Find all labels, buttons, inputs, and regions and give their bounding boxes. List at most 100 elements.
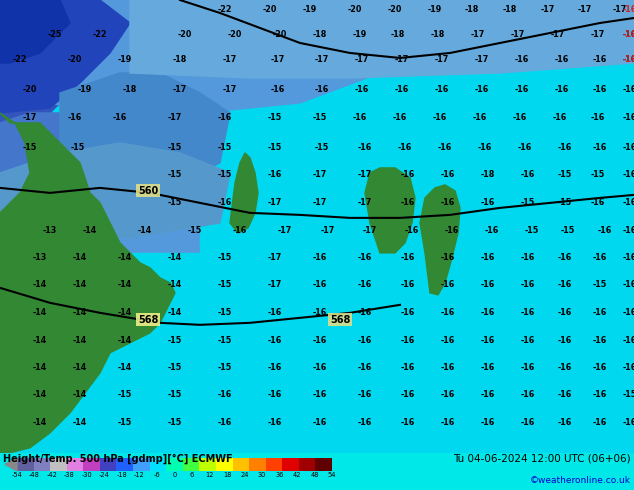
Text: -14: -14 (33, 336, 47, 345)
Text: -16: -16 (268, 336, 282, 345)
Polygon shape (420, 185, 460, 295)
Bar (216, 458, 233, 471)
Text: -16: -16 (315, 85, 329, 95)
Text: -16: -16 (558, 308, 572, 318)
Text: -16: -16 (481, 363, 495, 372)
Text: -15: -15 (593, 280, 607, 290)
Text: -15: -15 (218, 144, 232, 152)
Text: -15: -15 (218, 253, 232, 262)
Bar (50, 458, 67, 471)
Bar (100, 458, 117, 471)
Text: -16: -16 (218, 418, 232, 427)
Text: -14: -14 (83, 226, 97, 235)
Text: -16: -16 (353, 114, 367, 122)
Text: -17: -17 (435, 55, 449, 65)
Text: -16: -16 (553, 114, 567, 122)
Text: -20: -20 (68, 55, 82, 65)
Text: -17: -17 (23, 114, 37, 122)
Text: -16: -16 (478, 144, 492, 152)
Text: -16: -16 (358, 253, 372, 262)
Text: -16: -16 (441, 363, 455, 372)
Text: -16: -16 (401, 391, 415, 399)
Text: -15: -15 (118, 418, 132, 427)
Text: -14: -14 (73, 391, 87, 399)
Text: -17: -17 (395, 55, 409, 65)
Text: -16: -16 (438, 144, 452, 152)
Text: -16: -16 (401, 171, 415, 179)
Text: -15: -15 (168, 363, 182, 372)
Text: -16: -16 (313, 253, 327, 262)
Text: 24: 24 (240, 472, 249, 478)
Text: -16: -16 (401, 253, 415, 262)
Text: -19: -19 (428, 5, 442, 15)
Bar (316, 458, 332, 471)
Text: -16: -16 (518, 144, 532, 152)
Text: -14: -14 (118, 363, 132, 372)
Text: -16: -16 (521, 308, 535, 318)
Polygon shape (0, 0, 30, 53)
Text: -15: -15 (118, 391, 132, 399)
Text: -15: -15 (313, 114, 327, 122)
Text: -16: -16 (591, 114, 605, 122)
Text: -16: -16 (623, 308, 634, 318)
Text: -16: -16 (358, 391, 372, 399)
Text: -16: -16 (593, 253, 607, 262)
Text: -16: -16 (593, 391, 607, 399)
Polygon shape (0, 0, 130, 113)
Text: -17: -17 (358, 171, 372, 179)
Text: -20: -20 (348, 5, 362, 15)
Text: Height/Temp. 500 hPa [gdmp][°C] ECMWF: Height/Temp. 500 hPa [gdmp][°C] ECMWF (3, 454, 233, 464)
Text: -14: -14 (168, 280, 182, 290)
Polygon shape (0, 13, 100, 143)
Text: -17: -17 (363, 226, 377, 235)
Text: -16: -16 (441, 391, 455, 399)
Text: -20: -20 (263, 5, 277, 15)
Text: -15: -15 (218, 336, 232, 345)
Text: -16: -16 (401, 418, 415, 427)
Text: -16: -16 (481, 418, 495, 427)
Text: -16: -16 (558, 144, 572, 152)
Text: -15: -15 (623, 391, 634, 399)
Polygon shape (60, 73, 230, 198)
Text: -16: -16 (623, 418, 634, 427)
Text: -16: -16 (441, 253, 455, 262)
Text: -20: -20 (388, 5, 402, 15)
Text: -14: -14 (168, 308, 182, 318)
Text: -16: -16 (521, 363, 535, 372)
Text: -16: -16 (441, 171, 455, 179)
Text: -16: -16 (271, 85, 285, 95)
Polygon shape (40, 0, 400, 113)
Text: 42: 42 (293, 472, 301, 478)
Text: -17: -17 (315, 55, 329, 65)
Text: -16: -16 (513, 114, 527, 122)
Text: -16: -16 (435, 85, 449, 95)
Polygon shape (130, 0, 634, 78)
Polygon shape (0, 0, 90, 83)
Text: -16: -16 (623, 144, 634, 152)
Text: -16: -16 (521, 418, 535, 427)
Text: -14: -14 (118, 253, 132, 262)
Text: -14: -14 (33, 308, 47, 318)
Text: -16: -16 (313, 363, 327, 372)
Polygon shape (0, 113, 175, 453)
Text: -18: -18 (173, 55, 187, 65)
Polygon shape (0, 143, 230, 238)
Text: -18: -18 (465, 5, 479, 15)
Text: -19: -19 (118, 55, 132, 65)
Text: -16: -16 (268, 363, 282, 372)
Text: -17: -17 (475, 55, 489, 65)
Text: -16: -16 (598, 226, 612, 235)
Text: -15: -15 (521, 198, 535, 207)
Text: -14: -14 (33, 391, 47, 399)
Text: -15: -15 (558, 171, 572, 179)
Text: -16: -16 (233, 226, 247, 235)
Text: ©weatheronline.co.uk: ©weatheronline.co.uk (530, 476, 631, 485)
Text: -14: -14 (73, 336, 87, 345)
Text: -16: -16 (313, 280, 327, 290)
Text: -14: -14 (33, 280, 47, 290)
Text: -15: -15 (525, 226, 539, 235)
Text: -16: -16 (268, 391, 282, 399)
Polygon shape (230, 153, 258, 233)
Text: -15: -15 (315, 144, 329, 152)
Text: -16: -16 (555, 55, 569, 65)
